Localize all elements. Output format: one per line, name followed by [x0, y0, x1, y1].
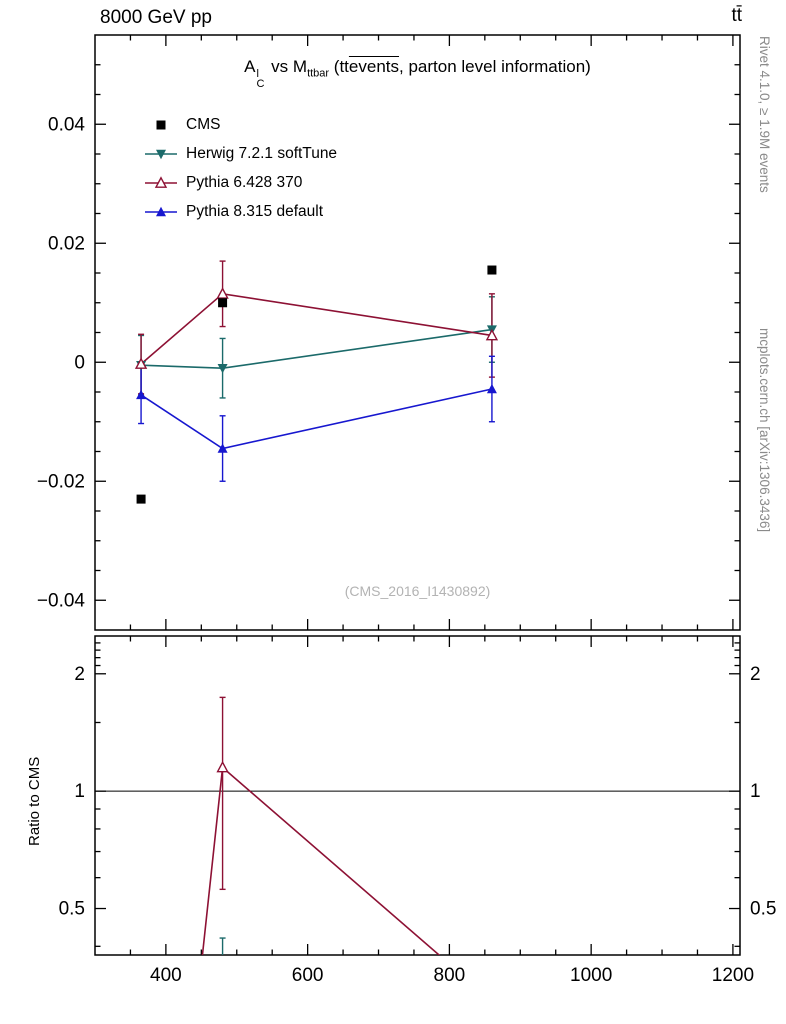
- svg-text:−0.02: −0.02: [37, 471, 85, 492]
- svg-text:1000: 1000: [570, 965, 612, 986]
- legend-label: Herwig 7.2.1 softTune: [186, 144, 338, 162]
- mcplots-reference-note: mcplots.cern.ch [arXiv:1306.3436]: [757, 328, 772, 533]
- legend-label: Pythia 6.428 370: [186, 173, 303, 191]
- legend-label: CMS: [186, 115, 221, 133]
- svg-text:0.5: 0.5: [750, 899, 776, 920]
- svg-text:2: 2: [74, 664, 85, 685]
- data-ratio-panel: [201, 696, 441, 955]
- ratio-axis-title: Ratio to CMS: [26, 756, 43, 846]
- svg-text:1: 1: [74, 781, 85, 802]
- svg-text:0.5: 0.5: [59, 899, 85, 920]
- title-mass-symbol: M: [292, 57, 308, 76]
- title-mass-subscript: ttbar: [307, 67, 330, 80]
- svg-text:1: 1: [750, 781, 761, 802]
- legend-item-cms: CMS: [144, 110, 337, 139]
- legend-item-herwig: Herwig 7.2.1 softTune: [144, 139, 337, 168]
- svg-text:1200: 1200: [712, 965, 754, 986]
- svg-text:−0.04: −0.04: [37, 590, 86, 611]
- legend: CMS Herwig 7.2.1 softTune Pythia 6.428 3…: [144, 110, 337, 226]
- svg-text:800: 800: [434, 965, 466, 986]
- data-main-panel: [134, 260, 499, 504]
- svg-text:0.02: 0.02: [48, 233, 85, 254]
- rivet-version-note: Rivet 4.1.0, ≥ 1.9M events: [757, 36, 772, 193]
- herwig-marker-icon: [145, 149, 177, 159]
- legend-item-pythia6: Pythia 6.428 370: [144, 168, 337, 197]
- pythia6-marker-icon: [145, 175, 177, 188]
- cms-marker-icon: [156, 120, 166, 129]
- legend-item-pythia8: Pythia 8.315 default: [144, 197, 337, 226]
- pythia8-marker-icon: [145, 206, 177, 216]
- analysis-id-watermark: (CMS_2016_I1430892): [344, 583, 491, 599]
- svg-text:0: 0: [74, 352, 85, 373]
- svg-text:400: 400: [150, 965, 182, 986]
- axis-tick-labels: 400 600 800 1000 1200 −0.04 −0.02 0 0.02 0.04 0.5 0…: [37, 114, 777, 986]
- svg-text:0.04: 0.04: [48, 114, 85, 135]
- svg-text:2: 2: [750, 664, 761, 685]
- svg-text:600: 600: [292, 965, 324, 986]
- legend-label: Pythia 8.315 default: [186, 202, 324, 220]
- title-paren-open: (tt: [329, 57, 349, 76]
- axis-ticks: [95, 35, 740, 955]
- title-overline-text: events: [348, 57, 400, 76]
- process-label: tt̄: [731, 5, 742, 26]
- title-paren-close: , parton level information): [399, 57, 591, 76]
- title-vs: vs: [266, 57, 293, 76]
- beam-energy-label: 8000 GeV pp: [100, 7, 212, 28]
